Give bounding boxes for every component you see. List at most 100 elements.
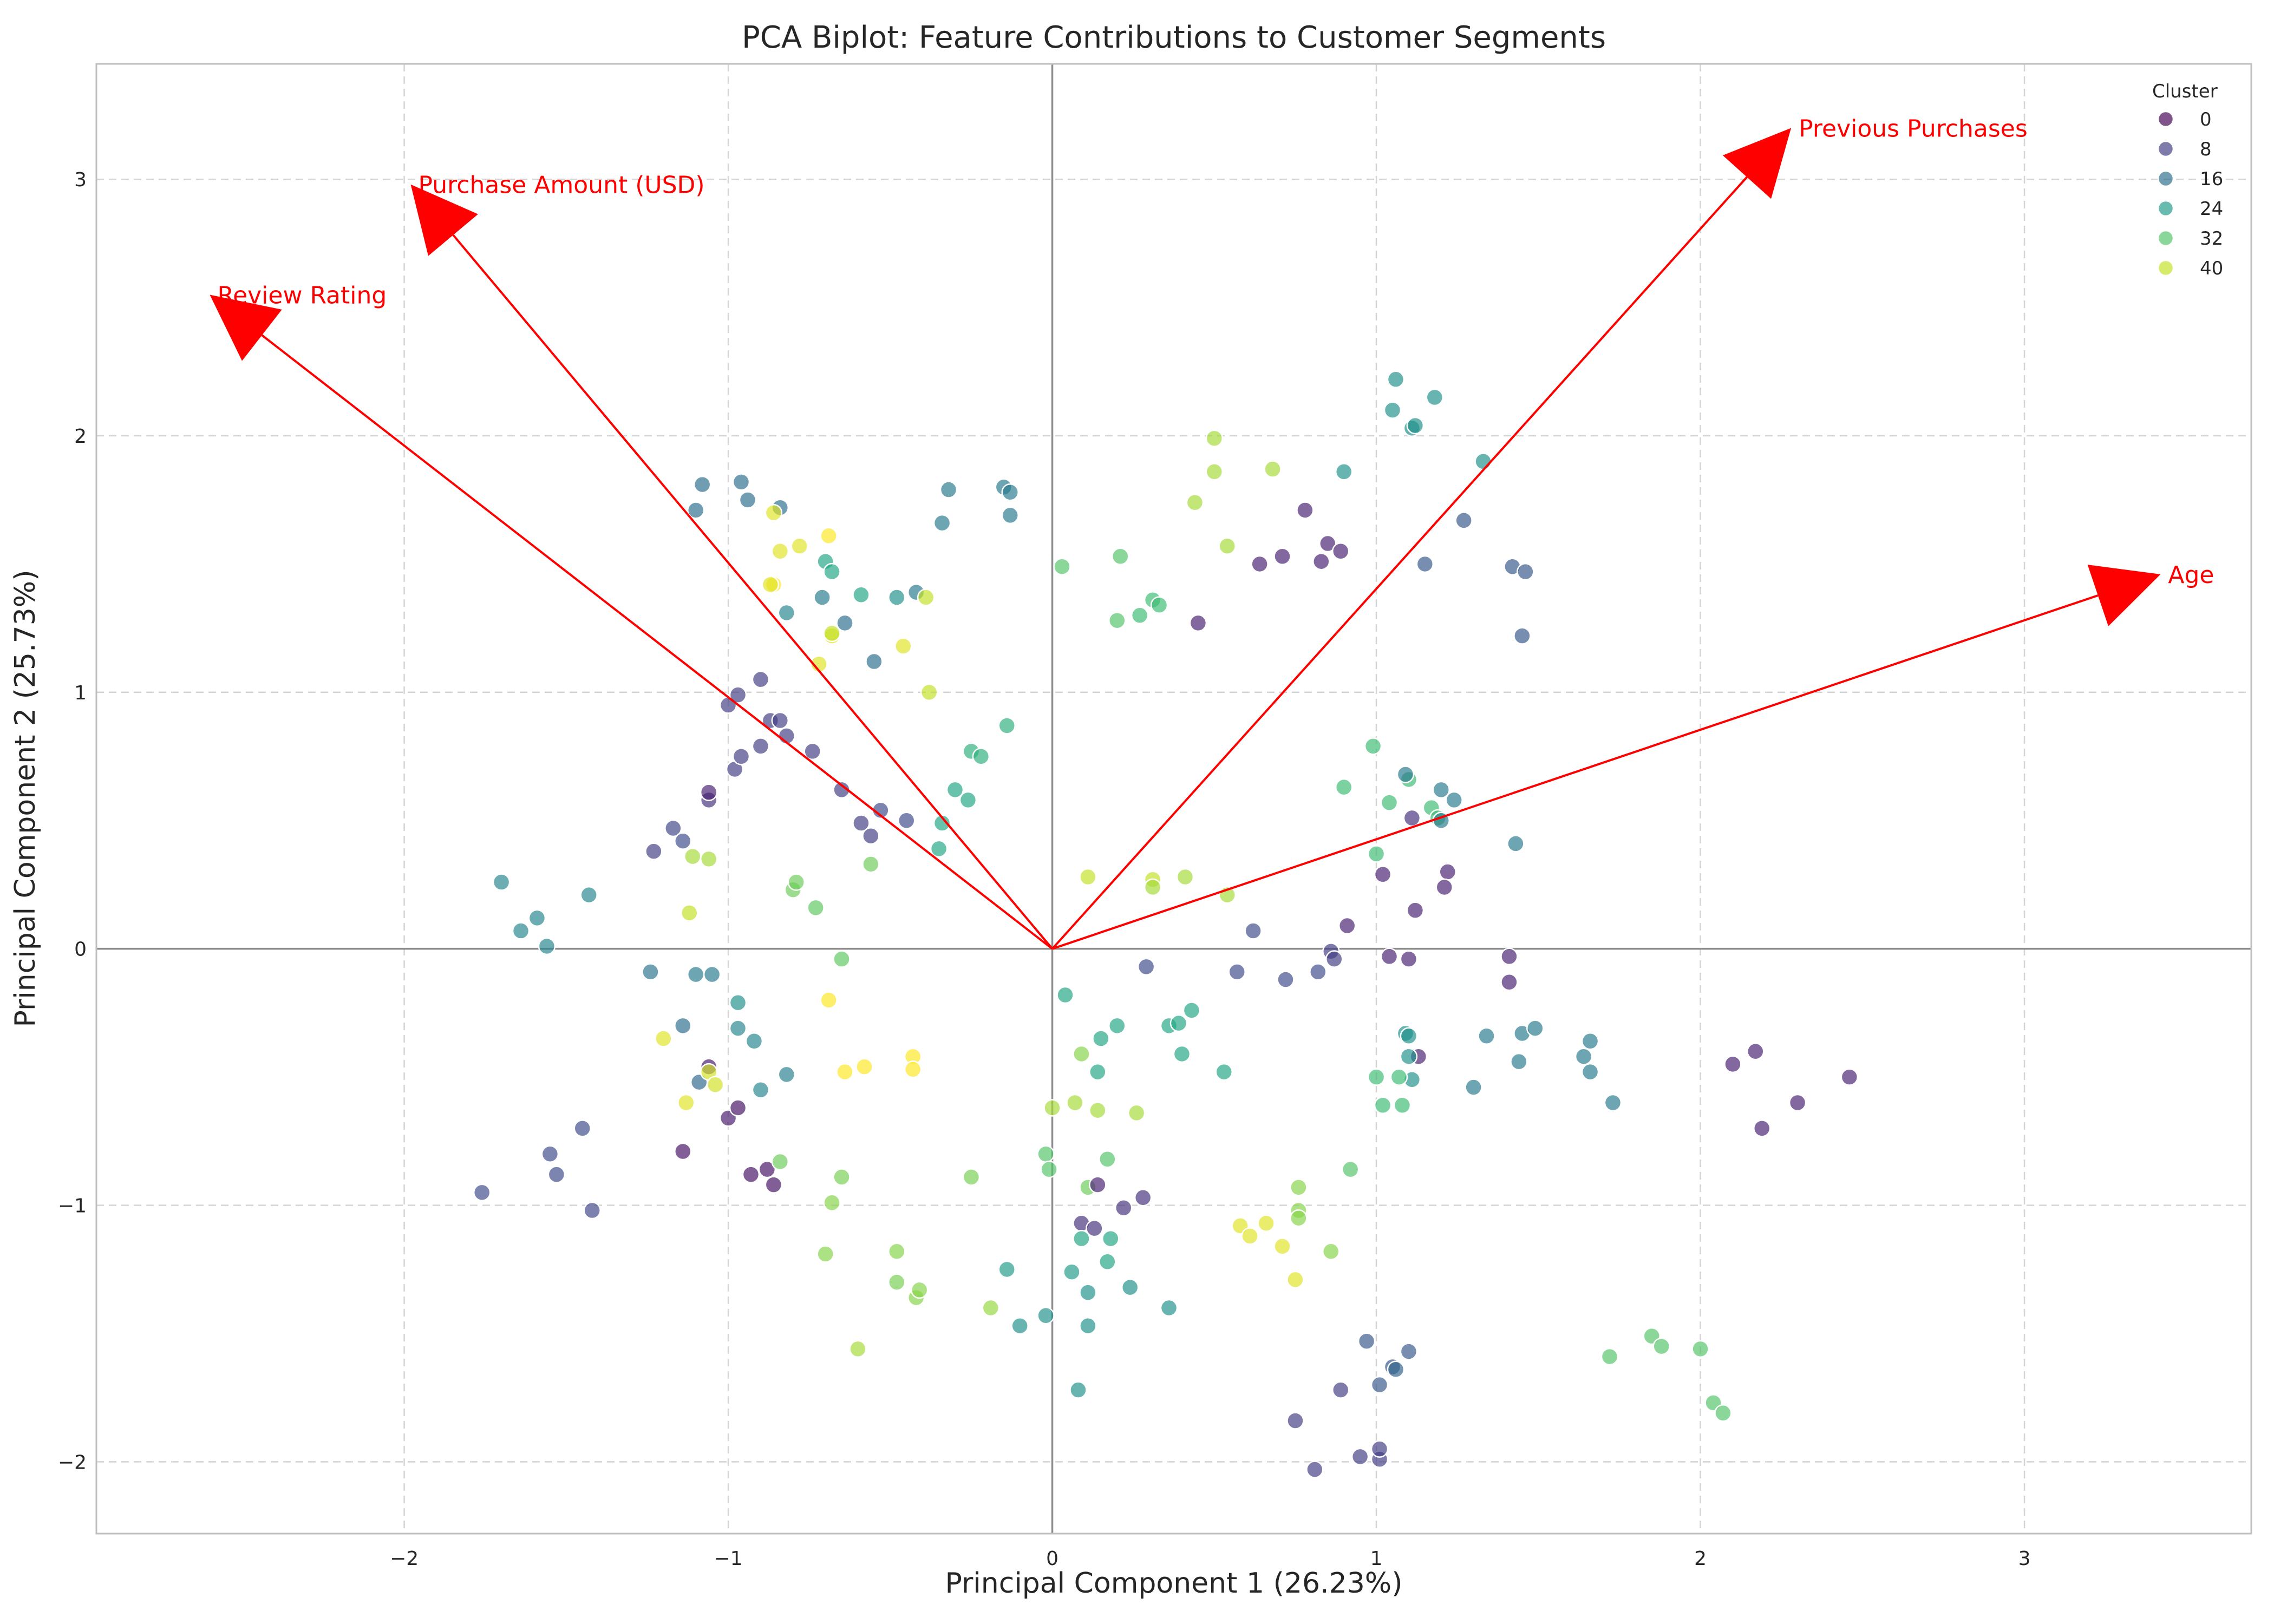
data-point: [729, 1019, 747, 1037]
data-point: [933, 814, 951, 832]
data-point: [1089, 1101, 1107, 1119]
data-point: [962, 1168, 981, 1186]
data-point: [862, 827, 880, 845]
legend-marker: [2157, 110, 2174, 128]
data-point: [1600, 1347, 1619, 1366]
data-point: [1189, 614, 1207, 632]
data-point: [1264, 460, 1282, 478]
data-point: [865, 652, 883, 671]
data-point: [473, 1183, 491, 1202]
y-tick-label: 3: [74, 169, 87, 191]
y-axis-ticks: −2 −1 0 1 2 3: [58, 169, 87, 1474]
loading-vector: Purchase Amount (USD): [410, 172, 1054, 949]
data-point: [833, 950, 851, 968]
data-point: [816, 1245, 834, 1263]
data-point: [1286, 1271, 1304, 1289]
data-point: [732, 748, 750, 765]
data-point: [687, 965, 705, 984]
data-point: [1069, 1381, 1087, 1399]
data-point: [528, 909, 546, 927]
legend: Cluster 0 8 16 24 32 40: [2152, 81, 2223, 279]
loading-vectors: Review Rating Purchase Amount (USD) Previo…: [210, 115, 2214, 950]
data-point: [946, 781, 964, 799]
data-point: [729, 1099, 747, 1117]
data-point: [1111, 547, 1129, 565]
loading-arrow-head: [410, 184, 478, 256]
data-point: [823, 562, 841, 581]
data-point: [998, 717, 1016, 735]
data-point: [1380, 794, 1399, 811]
data-point: [1290, 1178, 1308, 1196]
data-point: [1102, 1229, 1120, 1248]
data-point: [1400, 1027, 1418, 1045]
data-point: [1273, 1237, 1291, 1255]
legend-marker: [2157, 259, 2174, 277]
data-point: [1788, 1093, 1807, 1112]
data-point: [1331, 542, 1350, 560]
data-point: [1364, 737, 1382, 755]
legend-entry: 24: [2157, 198, 2223, 220]
data-point: [1134, 1189, 1152, 1207]
data-point: [1066, 1093, 1084, 1112]
data-point: [655, 1030, 672, 1047]
legend-label: 24: [2200, 198, 2223, 220]
data-point: [972, 748, 990, 765]
zero-lines: [96, 64, 2251, 1534]
data-point: [862, 855, 880, 873]
data-point: [1182, 1001, 1201, 1019]
data-point: [729, 993, 747, 1012]
data-point: [1465, 1078, 1482, 1096]
data-point: [739, 491, 757, 509]
data-point: [1127, 1104, 1146, 1122]
data-point: [787, 873, 806, 891]
data-point: [1526, 1019, 1544, 1037]
data-point: [1390, 1068, 1408, 1086]
data-point: [1367, 1068, 1386, 1086]
data-point: [1089, 1063, 1107, 1081]
data-point: [1724, 1055, 1742, 1073]
data-point: [1474, 453, 1492, 470]
data-point: [813, 588, 831, 606]
data-point: [1331, 1381, 1350, 1399]
data-point: [1160, 1299, 1178, 1317]
data-point: [1241, 1227, 1259, 1245]
data-point: [1513, 627, 1531, 645]
data-point: [1079, 1317, 1097, 1335]
data-point: [852, 586, 870, 604]
data-point: [933, 514, 951, 532]
x-tick-label: 1: [1370, 1548, 1383, 1570]
data-point: [917, 588, 935, 606]
y-tick-label: −2: [58, 1451, 87, 1474]
data-point: [807, 899, 825, 917]
x-tick-label: 0: [1046, 1548, 1058, 1570]
data-point: [1296, 501, 1314, 519]
data-point: [1338, 916, 1356, 935]
data-point: [1416, 555, 1434, 573]
data-point: [1086, 1219, 1103, 1237]
legend-marker: [2157, 230, 2174, 247]
data-point: [982, 1299, 1000, 1317]
data-point: [1079, 868, 1097, 886]
data-point: [820, 991, 838, 1009]
data-point: [1432, 781, 1450, 799]
data-point: [687, 501, 705, 519]
data-point: [492, 873, 511, 891]
legend-entry: 16: [2157, 168, 2223, 190]
data-point: [1517, 562, 1534, 581]
data-point: [1319, 534, 1337, 553]
data-point: [1400, 1047, 1418, 1065]
data-point: [693, 475, 711, 494]
x-axis-ticks: −2 −1 0 1 2 3: [390, 1548, 2030, 1570]
data-point: [1374, 866, 1392, 883]
data-point: [1186, 493, 1204, 512]
data-point: [823, 1194, 841, 1212]
data-point: [1205, 429, 1224, 448]
data-point: [920, 683, 938, 702]
data-point: [1073, 1045, 1090, 1063]
data-point: [1439, 863, 1456, 881]
data-point: [790, 537, 808, 555]
loading-vector: Previous Purchases: [1051, 115, 2028, 950]
loading-label: Purchase Amount (USD): [419, 172, 705, 199]
data-point: [1374, 1096, 1392, 1114]
data-point: [1507, 835, 1525, 853]
